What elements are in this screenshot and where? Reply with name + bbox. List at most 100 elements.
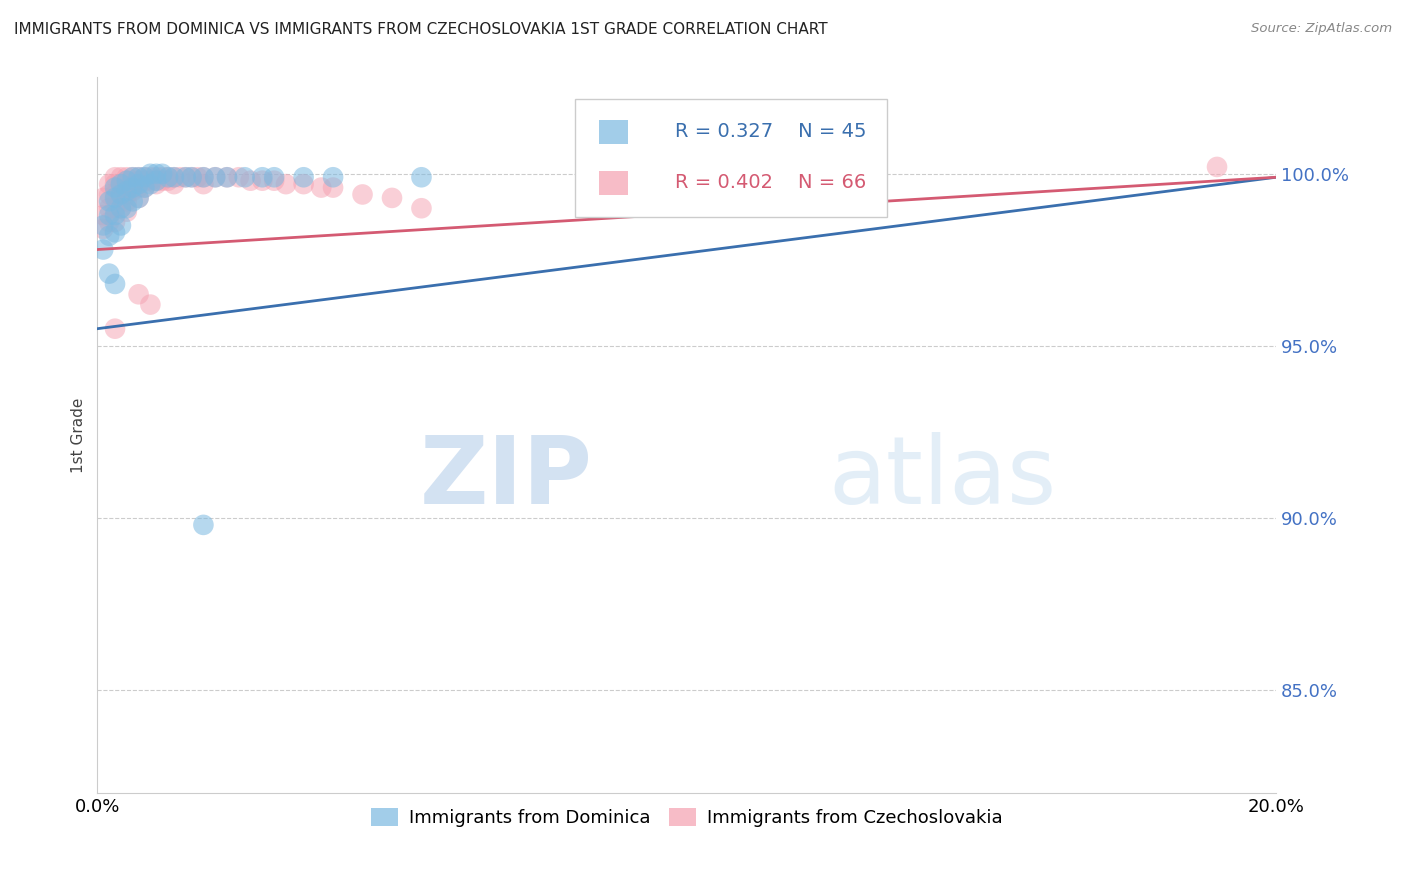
Point (274, 177, 297, 191)
Point (98, 267, 121, 281)
Point (115, 184, 138, 198)
Point (204, 170, 226, 185)
FancyBboxPatch shape (575, 99, 887, 217)
Text: Source: ZipAtlas.com: Source: ZipAtlas.com (1251, 22, 1392, 36)
Point (169, 170, 191, 185)
Point (115, 174, 138, 188)
Point (233, 170, 256, 185)
Point (121, 194, 143, 209)
Point (193, 517, 215, 532)
Point (91, 222, 114, 236)
Point (110, 201, 132, 215)
Point (115, 187, 138, 202)
FancyBboxPatch shape (599, 120, 628, 144)
Point (411, 170, 433, 185)
Point (150, 170, 173, 185)
Point (174, 170, 197, 185)
Point (193, 170, 215, 185)
Point (110, 201, 132, 215)
Point (110, 177, 132, 191)
Point (128, 170, 150, 185)
Legend: Immigrants from Dominica, Immigrants from Czechoslovakia: Immigrants from Dominica, Immigrants fro… (364, 801, 1010, 834)
Point (110, 170, 132, 185)
Point (104, 177, 127, 191)
Point (98, 208, 121, 222)
Point (128, 287, 150, 301)
Point (128, 191, 150, 205)
Point (104, 208, 127, 222)
Point (163, 177, 186, 191)
Point (104, 321, 127, 335)
Point (186, 170, 208, 185)
Point (150, 167, 173, 181)
Point (180, 170, 202, 185)
Point (180, 170, 202, 185)
Point (121, 170, 143, 185)
Point (128, 170, 150, 185)
Text: R = 0.402    N = 66: R = 0.402 N = 66 (675, 173, 866, 192)
Point (115, 180, 138, 194)
Point (139, 177, 162, 191)
Point (145, 167, 167, 181)
Point (239, 174, 262, 188)
Point (139, 170, 162, 185)
Point (145, 170, 167, 185)
Point (228, 170, 250, 185)
Point (110, 187, 132, 202)
Text: IMMIGRANTS FROM DOMINICA VS IMMIGRANTS FROM CZECHOSLOVAKIA 1ST GRADE CORRELATION: IMMIGRANTS FROM DOMINICA VS IMMIGRANTS F… (14, 22, 828, 37)
Point (121, 170, 143, 185)
Point (121, 184, 143, 198)
Point (163, 170, 186, 185)
Point (139, 297, 162, 311)
Point (104, 201, 127, 215)
Point (98, 215, 121, 229)
Point (110, 219, 132, 233)
Point (292, 170, 315, 185)
Point (139, 174, 162, 188)
Point (91, 191, 114, 205)
Point (411, 201, 433, 215)
Point (311, 180, 333, 194)
Point (104, 191, 127, 205)
Point (204, 170, 226, 185)
Point (292, 177, 315, 191)
Point (352, 187, 374, 202)
Point (115, 201, 138, 215)
Point (134, 170, 156, 185)
Point (98, 194, 121, 209)
Point (145, 177, 167, 191)
Point (263, 174, 285, 188)
Point (121, 180, 143, 194)
Point (104, 277, 127, 291)
Point (263, 170, 285, 185)
Point (174, 170, 197, 185)
FancyBboxPatch shape (599, 170, 628, 194)
Point (163, 170, 186, 185)
Point (134, 174, 156, 188)
Point (115, 194, 138, 209)
Point (134, 180, 156, 194)
Point (115, 174, 138, 188)
Text: atlas: atlas (828, 433, 1056, 524)
Point (115, 170, 138, 185)
Point (134, 170, 156, 185)
Point (128, 180, 150, 194)
Point (115, 204, 138, 219)
Point (104, 225, 127, 239)
Point (193, 177, 215, 191)
Point (193, 170, 215, 185)
Text: R = 0.327    N = 45: R = 0.327 N = 45 (675, 122, 866, 141)
Point (322, 170, 344, 185)
Point (110, 187, 132, 202)
Point (104, 180, 127, 194)
Point (91, 243, 114, 257)
Point (104, 215, 127, 229)
Point (157, 170, 180, 185)
Point (91, 208, 114, 222)
Point (110, 177, 132, 191)
Point (157, 174, 180, 188)
Point (322, 180, 344, 194)
Point (145, 174, 167, 188)
Point (1206, 160, 1229, 174)
Point (145, 174, 167, 188)
